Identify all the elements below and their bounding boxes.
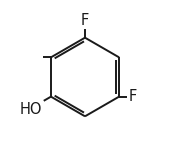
Text: HO: HO [20,102,42,117]
Text: F: F [129,89,137,104]
Text: F: F [81,13,89,28]
